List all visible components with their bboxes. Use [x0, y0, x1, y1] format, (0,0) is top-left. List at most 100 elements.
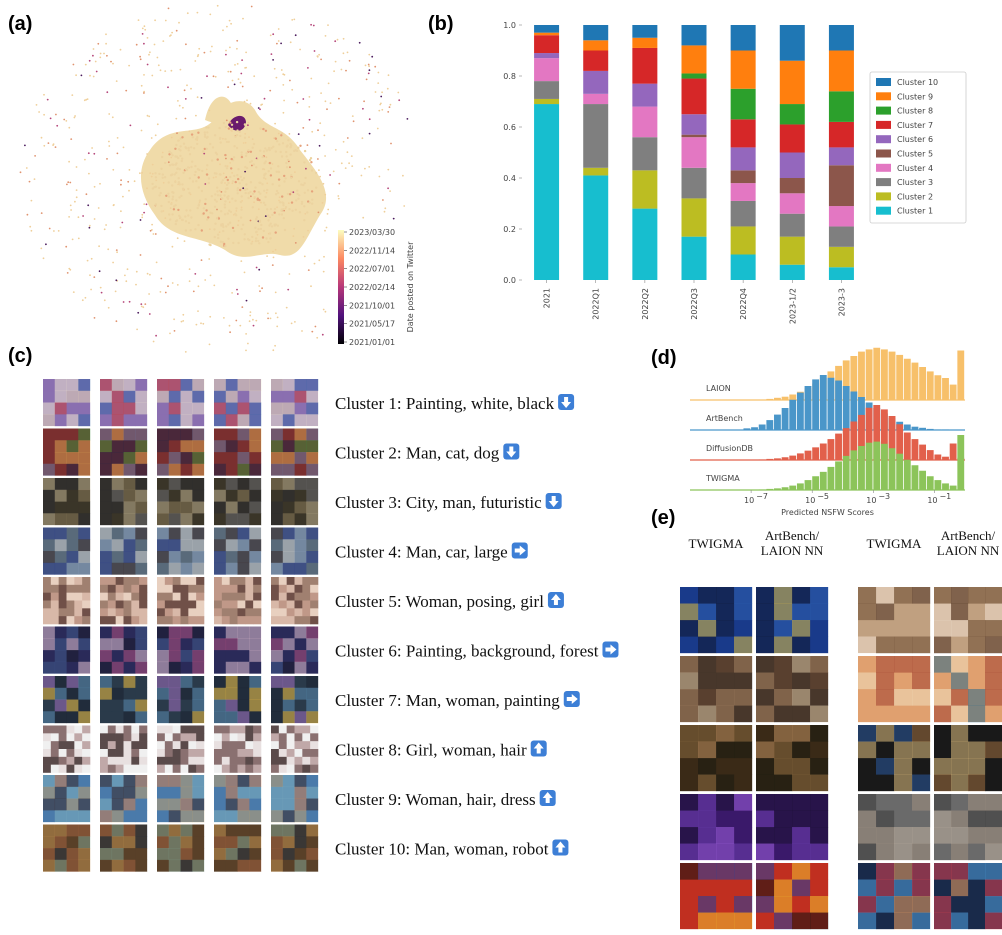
embedding-point	[290, 190, 293, 194]
embedding-point	[197, 131, 200, 134]
bar-segment	[583, 93, 609, 105]
thumbnail-tile	[135, 626, 148, 639]
thumbnail-tile	[78, 848, 91, 861]
thumbnail-tile	[54, 711, 67, 724]
thumbnail-tile	[214, 379, 227, 392]
thumbnail-tile	[858, 912, 877, 930]
thumbnail-tile	[912, 827, 931, 844]
embedding-point	[236, 288, 238, 291]
thumbnail-tile	[894, 827, 913, 844]
histogram-bar	[934, 454, 942, 460]
thumbnail-tile	[756, 810, 775, 828]
embedding-point	[221, 179, 224, 182]
embedding-point	[256, 233, 259, 236]
thumbnail-tile	[310, 616, 319, 625]
embedding-point	[182, 313, 185, 316]
embedding-point	[244, 132, 247, 135]
thumbnail-tile	[214, 859, 227, 872]
thumbnail-tile	[858, 758, 877, 775]
thumbnail-tile	[756, 587, 775, 604]
embedding-point	[75, 74, 77, 77]
embedding-point	[251, 146, 254, 149]
embedding-point	[164, 70, 167, 72]
thumbnail-tile	[912, 603, 931, 621]
embedding-point	[214, 151, 218, 154]
embedding-point	[227, 223, 230, 226]
thumbnail-tile	[286, 600, 295, 609]
embedding-point	[198, 47, 201, 50]
embedding-point	[245, 349, 247, 352]
thumbnail-tile	[164, 616, 173, 625]
embedding-point	[68, 160, 70, 163]
thumbnail-tile	[756, 794, 775, 811]
thumbnail-tile	[100, 661, 113, 674]
thumbnail-tile	[100, 676, 113, 689]
bar-segment	[779, 264, 805, 280]
thumbnail-tile	[43, 711, 56, 724]
thumbnail-tile	[82, 756, 91, 765]
thumbnail-tile	[135, 650, 148, 663]
thumbnail-tile	[214, 741, 223, 750]
thumbnail-tile	[172, 577, 181, 586]
thumbnail-tile	[968, 794, 986, 811]
embedding-point	[35, 104, 38, 106]
thumbnail-tile	[214, 608, 223, 617]
embedding-point	[297, 133, 300, 136]
embedding-point	[189, 229, 192, 232]
thumbnail-tile	[294, 775, 307, 788]
bar-segment	[534, 104, 560, 280]
thumbnail-tile	[82, 616, 91, 625]
thumbnail-tile	[192, 489, 205, 502]
embedding-point	[342, 140, 345, 143]
thumbnail-tile	[792, 863, 811, 880]
thumbnail-tile	[792, 656, 811, 673]
embedding-point	[181, 157, 184, 160]
thumbnail-tile	[157, 741, 166, 750]
thumbnail-tile	[139, 725, 148, 734]
embedding-point	[125, 280, 128, 283]
embedding-point	[239, 324, 242, 327]
embedding-point	[311, 330, 314, 333]
thumbnail-tile	[680, 741, 699, 759]
histogram-bar	[812, 379, 820, 430]
thumbnail-tile	[115, 600, 124, 609]
legend-swatch	[876, 135, 891, 144]
thumbnail-tile	[756, 689, 775, 706]
thumbnail-tile	[50, 577, 59, 586]
embedding-point	[242, 177, 246, 180]
thumbnail-tile	[66, 390, 79, 403]
thumbnail-tile	[78, 638, 91, 651]
thumbnail-tile	[214, 810, 227, 823]
embedding-point	[318, 259, 321, 262]
thumbnail-tile	[271, 463, 284, 476]
thumbnail-tile	[123, 775, 136, 788]
thumbnail-tile	[294, 592, 303, 601]
thumbnail-tile	[310, 764, 319, 773]
legend-swatch	[876, 178, 891, 187]
embedding-point	[284, 205, 288, 209]
thumbnail-tile	[985, 896, 1002, 913]
embedding-point	[291, 19, 294, 21]
embedding-point	[168, 213, 171, 216]
thumbnail-tile	[912, 656, 931, 673]
thumbnail-tile	[810, 810, 829, 828]
thumbnail-tile	[894, 656, 913, 673]
thumbnail-tile	[858, 587, 877, 604]
embedding-point	[100, 291, 103, 294]
thumbnail-tile	[157, 592, 166, 601]
embedding-point	[220, 191, 223, 193]
thumbnail-tile	[810, 672, 829, 690]
thumbnail-tile	[282, 551, 295, 564]
thumbnail-tile	[237, 562, 250, 575]
thumbnail-tile	[985, 587, 1002, 604]
thumbnail-tile	[253, 756, 262, 765]
thumbnail-tile	[221, 592, 230, 601]
embedding-point	[276, 224, 279, 227]
embedding-point	[182, 106, 184, 109]
embedding-point	[194, 228, 197, 231]
embedding-point	[224, 125, 227, 129]
thumbnail-tile	[912, 758, 931, 775]
embedding-point	[188, 280, 191, 283]
thumbnail-tile	[810, 636, 829, 654]
embedding-point	[171, 213, 174, 216]
